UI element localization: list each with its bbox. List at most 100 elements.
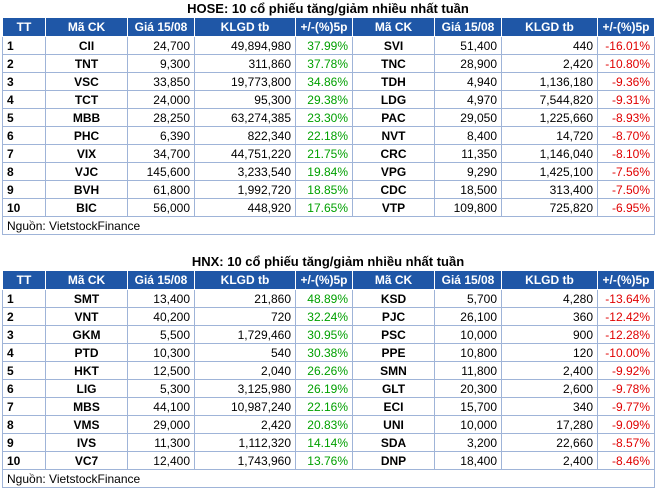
cell-change: -9.92%: [597, 361, 655, 380]
cell-rank: 9: [2, 433, 46, 452]
cell-change: -8.57%: [597, 433, 655, 452]
cell-volume: 822,340: [194, 126, 296, 145]
cell-change: 37.78%: [295, 54, 353, 73]
cell-code: LIG: [45, 379, 128, 398]
cell-volume: 900: [501, 325, 598, 344]
table-row: 9 IVS 11,300 1,112,320 14.14% SDA 3,200 22,660-…: [2, 433, 655, 452]
cell-code: CDC: [352, 180, 435, 199]
cell-price: 28,250: [127, 108, 195, 127]
cell-rank: 1: [2, 36, 46, 55]
cell-code: PSC: [352, 325, 435, 344]
table-row: 4 PTD 10,300 540 30.38% PPE 10,800 120 -10.00%: [2, 343, 655, 362]
cell-price: 9,300: [127, 54, 195, 73]
table-row: 3 GKM 5,500 1,729,460 30.95% PSC 10,000 900 -12.…: [2, 325, 655, 344]
cell-change: -16.01%: [597, 36, 655, 55]
cell-change: 26.19%: [295, 379, 353, 398]
cell-code: VC7: [45, 451, 128, 470]
hose-header-code: Mã CK: [352, 17, 435, 37]
cell-volume: 1,743,960: [194, 451, 296, 470]
cell-price: 15,700: [434, 397, 502, 416]
cell-volume: 63,274,385: [194, 108, 296, 127]
cell-code: PJC: [352, 307, 435, 326]
cell-volume: 2,420: [194, 415, 296, 434]
hose-header-rank: TT: [2, 17, 46, 37]
cell-volume: 21,860: [194, 289, 296, 308]
cell-change: 18.85%: [295, 180, 353, 199]
cell-change: 20.83%: [295, 415, 353, 434]
cell-rank: 2: [2, 54, 46, 73]
cell-price: 33,850: [127, 72, 195, 91]
cell-volume: 95,300: [194, 90, 296, 109]
cell-code: LDG: [352, 90, 435, 109]
cell-rank: 4: [2, 90, 46, 109]
hose-table: TT Mã CK Giá 15/08 KLGD tb +/-(%)5p Mã CK Giá …: [2, 17, 655, 235]
cell-rank: 3: [2, 325, 46, 344]
cell-volume: 19,773,800: [194, 72, 296, 91]
cell-price: 3,200: [434, 433, 502, 452]
cell-price: 10,000: [434, 325, 502, 344]
cell-change: -13.64%: [597, 289, 655, 308]
cell-volume: 3,233,540: [194, 162, 296, 181]
cell-volume: 725,820: [501, 198, 598, 217]
cell-volume: 1,729,460: [194, 325, 296, 344]
table-row: 9 BVH 61,800 1,992,720 18.85% CDC 18,500 313,40…: [2, 180, 655, 199]
cell-volume: 14,720: [501, 126, 598, 145]
cell-change: 22.18%: [295, 126, 353, 145]
hose-header-change: +/-(%)5p: [597, 17, 655, 37]
cell-code: SVI: [352, 36, 435, 55]
table-row: 3 VSC 33,850 19,773,800 34.86% TDH 4,940 1,136,…: [2, 72, 655, 91]
cell-volume: 22,660: [501, 433, 598, 452]
cell-volume: 2,600: [501, 379, 598, 398]
cell-volume: 4,280: [501, 289, 598, 308]
cell-price: 5,500: [127, 325, 195, 344]
cell-code: VPG: [352, 162, 435, 181]
hose-header-price: Giá 15/08: [127, 17, 195, 37]
cell-code: TDH: [352, 72, 435, 91]
hnx-body: 1 SMT 13,400 21,860 48.89% KSD 5,700 4,280 -13.6…: [2, 289, 655, 488]
table-row: 5 MBB 28,250 63,274,385 23.30% PAC 29,050 1,225…: [2, 108, 655, 127]
hose-source-note: Nguồn: VietstockFinance: [2, 216, 655, 235]
cell-price: 8,400: [434, 126, 502, 145]
cell-change: -7.56%: [597, 162, 655, 181]
cell-change: -9.09%: [597, 415, 655, 434]
cell-change: 22.16%: [295, 397, 353, 416]
cell-price: 40,200: [127, 307, 195, 326]
cell-rank: 2: [2, 307, 46, 326]
source-row: Nguồn: VietstockFinance: [2, 469, 655, 488]
hnx-header-price: Giá 15/08: [127, 270, 195, 290]
cell-price: 28,900: [434, 54, 502, 73]
cell-change: 34.86%: [295, 72, 353, 91]
table-row: 7 MBS 44,100 10,987,240 22.16% ECI 15,700 340 -9…: [2, 397, 655, 416]
cell-code: VIX: [45, 144, 128, 163]
cell-volume: 313,400: [501, 180, 598, 199]
cell-price: 10,300: [127, 343, 195, 362]
cell-price: 44,100: [127, 397, 195, 416]
cell-price: 24,000: [127, 90, 195, 109]
cell-change: -10.80%: [597, 54, 655, 73]
hose-body: 1 CII 24,700 49,894,980 37.99% SVI 51,400 440 -1…: [2, 36, 655, 235]
cell-volume: 1,425,100: [501, 162, 598, 181]
cell-code: CII: [45, 36, 128, 55]
cell-price: 5,300: [127, 379, 195, 398]
hose-header-volume: KLGD tb: [501, 17, 598, 37]
table-row: 7 VIX 34,700 44,751,220 21.75% CRC 11,350 1,146…: [2, 144, 655, 163]
cell-code: VTP: [352, 198, 435, 217]
table-row: 6 LIG 5,300 3,125,980 26.19% GLT 20,300 2,600 -9…: [2, 379, 655, 398]
cell-price: 12,500: [127, 361, 195, 380]
cell-change: -6.95%: [597, 198, 655, 217]
table-row: 5 HKT 12,500 2,040 26.26% SMN 11,800 2,400 -9.92…: [2, 361, 655, 380]
table-row: 8 VMS 29,000 2,420 20.83% UNI 10,000 17,280 -9.0…: [2, 415, 655, 434]
cell-rank: 8: [2, 162, 46, 181]
cell-change: -12.28%: [597, 325, 655, 344]
cell-change: -7.50%: [597, 180, 655, 199]
cell-change: -8.70%: [597, 126, 655, 145]
cell-code: VJC: [45, 162, 128, 181]
cell-price: 18,400: [434, 451, 502, 470]
cell-price: 26,100: [434, 307, 502, 326]
cell-price: 145,600: [127, 162, 195, 181]
hose-header-code: Mã CK: [45, 17, 128, 37]
cell-change: -9.77%: [597, 397, 655, 416]
cell-volume: 2,040: [194, 361, 296, 380]
cell-code: PHC: [45, 126, 128, 145]
cell-code: SDA: [352, 433, 435, 452]
